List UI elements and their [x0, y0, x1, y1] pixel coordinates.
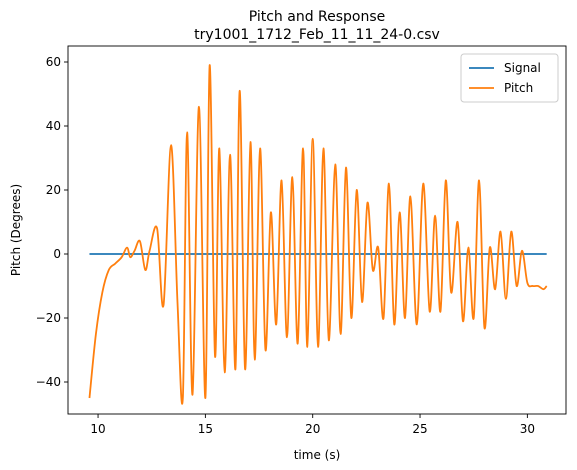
- y-axis-label: Pitch (Degrees): [9, 184, 23, 276]
- chart-subtitle: try1001_1712_Feb_11_11_24-0.csv: [194, 27, 440, 43]
- x-tick-label: 15: [198, 422, 213, 436]
- y-tick-label: 60: [46, 55, 61, 69]
- legend-label-pitch: Pitch: [504, 81, 533, 95]
- series-line-pitch: [88, 64, 548, 405]
- x-axis: 10 15 20 25 30: [90, 414, 535, 436]
- y-tick-label: 20: [46, 183, 61, 197]
- y-tick-label: −40: [36, 375, 61, 389]
- plot-frame: [67, 45, 567, 415]
- x-tick-label: 10: [90, 422, 105, 436]
- x-tick-label: 20: [305, 422, 320, 436]
- x-axis-label: time (s): [294, 448, 341, 462]
- y-tick-label: 0: [53, 247, 61, 261]
- plot-area: [67, 45, 567, 415]
- legend-box: [460, 53, 559, 103]
- legend: Signal Pitch: [460, 53, 559, 103]
- y-tick-label: 40: [46, 119, 61, 133]
- x-tick-label: 25: [412, 422, 427, 436]
- x-tick-label: 30: [520, 422, 535, 436]
- chart-title: Pitch and Response: [249, 9, 386, 25]
- y-axis: −40 −20 0 20 40 60: [36, 55, 68, 389]
- legend-label-signal: Signal: [504, 61, 541, 75]
- y-tick-label: −20: [36, 311, 61, 325]
